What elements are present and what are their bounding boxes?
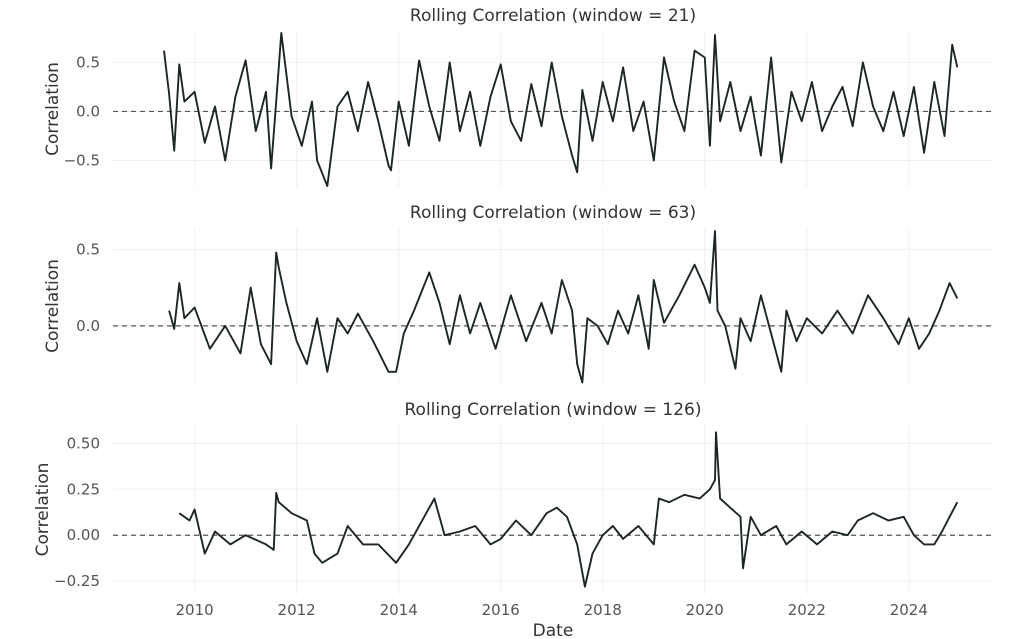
y-tick-label: 0.5 [76, 240, 100, 258]
correlation-series-line [163, 32, 959, 187]
y-axis-label: Correlation [33, 463, 53, 557]
x-tick-label: 2010 [176, 601, 214, 619]
y-tick-label: 0.25 [67, 480, 100, 498]
y-tick-label: 0.0 [76, 317, 100, 335]
y-tick-label: 0.50 [67, 434, 100, 452]
panel-title: Rolling Correlation (window = 63) [410, 203, 696, 223]
correlation-series-line [168, 230, 959, 384]
x-tick-label: 2018 [584, 601, 622, 619]
y-tick-label: 0.00 [67, 526, 100, 544]
panel-title: Rolling Correlation (window = 21) [410, 6, 696, 26]
y-tick-label: 0.0 [76, 102, 100, 120]
y-axis-label: Correlation [43, 259, 63, 353]
y-tick-label: −0.25 [54, 572, 100, 590]
x-tick-label: 2016 [482, 601, 520, 619]
x-tick-label: 2024 [890, 601, 928, 619]
x-tick-label: 2014 [380, 601, 418, 619]
correlation-series-line [178, 431, 959, 588]
y-axis-label: Correlation [43, 62, 63, 156]
y-tick-label: −0.5 [64, 152, 100, 170]
x-tick-label: 2020 [686, 601, 724, 619]
x-tick-label: 2022 [788, 601, 826, 619]
chart-panel-2: Rolling Correlation (window = 63) 0.5 0.0 C… [43, 203, 993, 384]
chart-panel-3: Rolling Correlation (window = 126) 0.50 0.… [33, 400, 993, 639]
chart-panel-1: Rolling Correlation (window = 21) 0.5 0.0 −… [43, 6, 993, 187]
x-tick-label: 2012 [278, 601, 316, 619]
panel-title: Rolling Correlation (window = 126) [405, 400, 702, 420]
y-tick-label: 0.5 [76, 53, 100, 71]
x-axis-label: Date [533, 621, 574, 639]
